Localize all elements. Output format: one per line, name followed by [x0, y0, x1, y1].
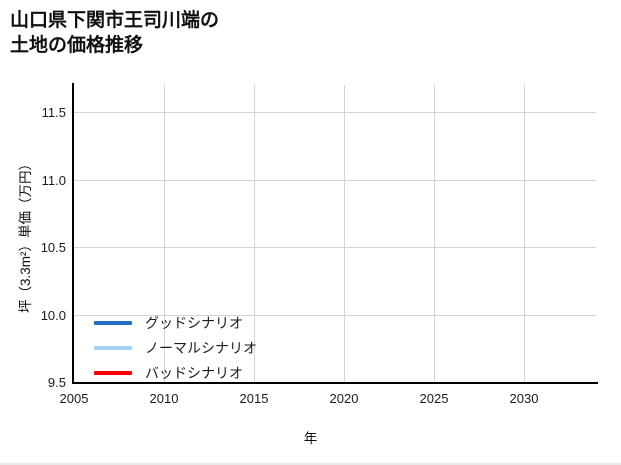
legend-item-bad: バッドシナリオ [94, 360, 304, 385]
legend: グッドシナリオ ノーマルシナリオ バッドシナリオ [94, 310, 304, 385]
x-axis-spine [72, 382, 598, 384]
legend-label-good: グッドシナリオ [145, 314, 243, 331]
xtick-2010: 2010 [149, 391, 179, 406]
xtick-2015: 2015 [239, 391, 269, 406]
gridline-x-2010 [164, 85, 165, 382]
y-axis-spine [72, 83, 74, 384]
plot-background [74, 85, 596, 382]
legend-label-bad: バッドシナリオ [145, 364, 243, 381]
xtick-2030: 2030 [509, 391, 539, 406]
legend-label-normal: ノーマルシナリオ [145, 339, 257, 356]
gridline-x-2015 [254, 85, 255, 382]
xtick-2020: 2020 [329, 391, 359, 406]
legend-swatch-bad-icon [94, 370, 132, 375]
plot-area: グッドシナリオ ノーマルシナリオ バッドシナリオ [74, 85, 596, 385]
gridline-x-2020 [344, 85, 345, 382]
x-axis-label: 年 [303, 431, 318, 446]
gridline-x-2025 [434, 85, 435, 382]
gridline-y-11-5 [74, 112, 596, 113]
y-axis-label: 坪（3.3m²）単価（万円） [18, 157, 33, 314]
gridline-y-10-0 [74, 315, 596, 316]
gridline-y-10-5 [74, 247, 596, 248]
xtick-2025: 2025 [419, 391, 449, 406]
gridline-y-11-0 [74, 180, 596, 181]
xtick-2005: 2005 [59, 391, 89, 406]
gridline-x-2030 [524, 85, 525, 382]
legend-swatch-normal-icon [94, 345, 132, 350]
legend-swatch-good-icon [94, 320, 132, 325]
page-title: 山口県下関市王司川端の 土地の価格推移 [10, 10, 220, 56]
legend-item-normal: ノーマルシナリオ [94, 335, 304, 360]
legend-item-good: グッドシナリオ [94, 310, 304, 335]
